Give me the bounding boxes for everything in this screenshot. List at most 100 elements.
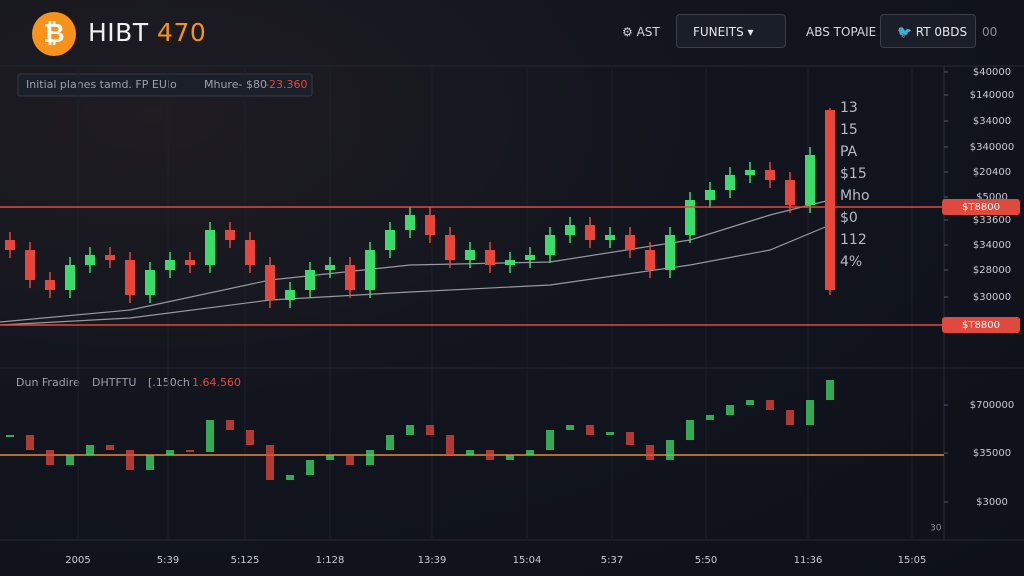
indicator-bar: [166, 450, 174, 455]
legend-text: Dun Fradire: [16, 376, 80, 389]
nav-item: 00: [982, 25, 998, 39]
twitter-button[interactable]: 🐦 RT 0BDS: [880, 14, 976, 48]
nav-item[interactable]: ⚙ AST: [622, 25, 660, 39]
candle-body: [745, 170, 755, 175]
y-tick-label: $34000: [973, 240, 1011, 251]
indicator-bar: [546, 430, 554, 450]
indicator-bar: [706, 415, 714, 420]
moving-average: [0, 199, 831, 323]
indicator-bar: [266, 445, 274, 480]
candle-body: [165, 260, 175, 270]
indicator-bar: [26, 435, 34, 450]
price-tag: [942, 199, 1020, 215]
candle-body: [105, 255, 115, 260]
legend-text: Initial planes tamd. FP EUlo: [26, 78, 177, 91]
candle-body: [265, 265, 275, 300]
indicator-bar: [106, 445, 114, 450]
candle-body: [665, 235, 675, 270]
y-tick-label: $40000: [973, 67, 1011, 78]
candle-body: [85, 255, 95, 265]
x-tick-label: 5:39: [157, 555, 179, 566]
legend-value: 1.64.560: [192, 376, 241, 389]
x-tick-label: 15:04: [513, 555, 542, 566]
annotation: 112: [840, 232, 867, 248]
candle-body: [285, 290, 295, 300]
nav-item[interactable]: ABS TOPAIE: [806, 25, 877, 39]
indicator-bar: [566, 425, 574, 430]
indicator-bar: [346, 455, 354, 465]
indicator-bar: [366, 450, 374, 465]
indicator-bar: [86, 445, 94, 455]
indicator-bar: [6, 435, 14, 437]
y-tick-label: $35000: [973, 448, 1011, 459]
candle-body: [365, 250, 375, 290]
candle-body: [525, 255, 535, 260]
candle-body: [645, 250, 655, 270]
candle-body: [305, 270, 315, 290]
indicator-bar: [746, 400, 754, 405]
legend-box: [17, 73, 313, 97]
candle-body: [245, 240, 255, 265]
candle-body: [125, 260, 135, 295]
brand: HIBT 470: [88, 18, 206, 47]
y-tick-label: $34000: [973, 116, 1011, 127]
dropdown-button[interactable]: FUNEITS ▾: [676, 14, 786, 48]
indicator-bar: [306, 460, 314, 475]
indicator-bar: [806, 400, 814, 425]
y-tick-label: $340000: [970, 142, 1015, 153]
candle-body: [5, 240, 15, 250]
annotation: Mho: [840, 188, 870, 204]
x-tick-label: 11:36: [794, 555, 823, 566]
candle-body: [345, 265, 355, 290]
logo[interactable]: ₿: [32, 12, 76, 56]
corner-label: 30: [930, 524, 942, 534]
brand-name: HIBT: [88, 18, 149, 47]
indicator-bar: [466, 450, 474, 455]
candle-body: [605, 235, 615, 240]
indicator-bar: [426, 425, 434, 435]
x-tick-label: 15:05: [898, 555, 927, 566]
indicator-bar: [446, 435, 454, 455]
y-tick-label: $3000: [976, 497, 1008, 508]
indicator-bar: [646, 445, 654, 460]
annotation: $0: [840, 210, 858, 226]
candle-body: [725, 175, 735, 190]
y-tick-label: $700000: [970, 400, 1015, 411]
y-tick-label: $140000: [970, 90, 1015, 101]
x-tick-label: 1:128: [316, 555, 345, 566]
button-text[interactable]: FUNEITS: [693, 25, 744, 39]
indicator-bar: [46, 450, 54, 465]
candle-body: [225, 230, 235, 240]
y-tick-label: $28000: [973, 265, 1011, 276]
indicator-bar: [826, 380, 834, 400]
candle-body: [425, 215, 435, 235]
indicator-bar: [386, 435, 394, 450]
indicator-bar: [286, 475, 294, 480]
candle-body: [445, 235, 455, 260]
legend-value: -23.360: [265, 78, 307, 91]
candle-body: [45, 280, 55, 290]
header: ₿ HIBT 470 ⚙ AST FUNEITS ▾ ABS TOPAIE 🐦 …: [0, 0, 1024, 64]
y-tick-label: $30000: [973, 292, 1011, 303]
candle-body: [145, 270, 155, 295]
indicator-bar: [186, 450, 194, 452]
indicator-bar: [126, 450, 134, 470]
indicator-bar: [66, 455, 74, 465]
indicator-bar: [766, 400, 774, 410]
button-text[interactable]: RT 0BDS: [915, 25, 968, 39]
indicator-bar: [206, 420, 214, 452]
candle-body: [205, 230, 215, 265]
candle-body: [565, 225, 575, 235]
candle-body: [465, 250, 475, 260]
nav-text[interactable]: AST: [636, 25, 660, 39]
candle-body: [785, 180, 795, 205]
candle-body: [765, 170, 775, 180]
indicator-bar: [606, 432, 614, 435]
y-tick-label: $33600: [973, 215, 1011, 226]
candle-body: [625, 235, 635, 250]
candle-body: [25, 250, 35, 280]
price-tag-label: $T8800: [962, 202, 1000, 213]
indicator-bar: [226, 420, 234, 430]
indicator-bar: [726, 405, 734, 415]
